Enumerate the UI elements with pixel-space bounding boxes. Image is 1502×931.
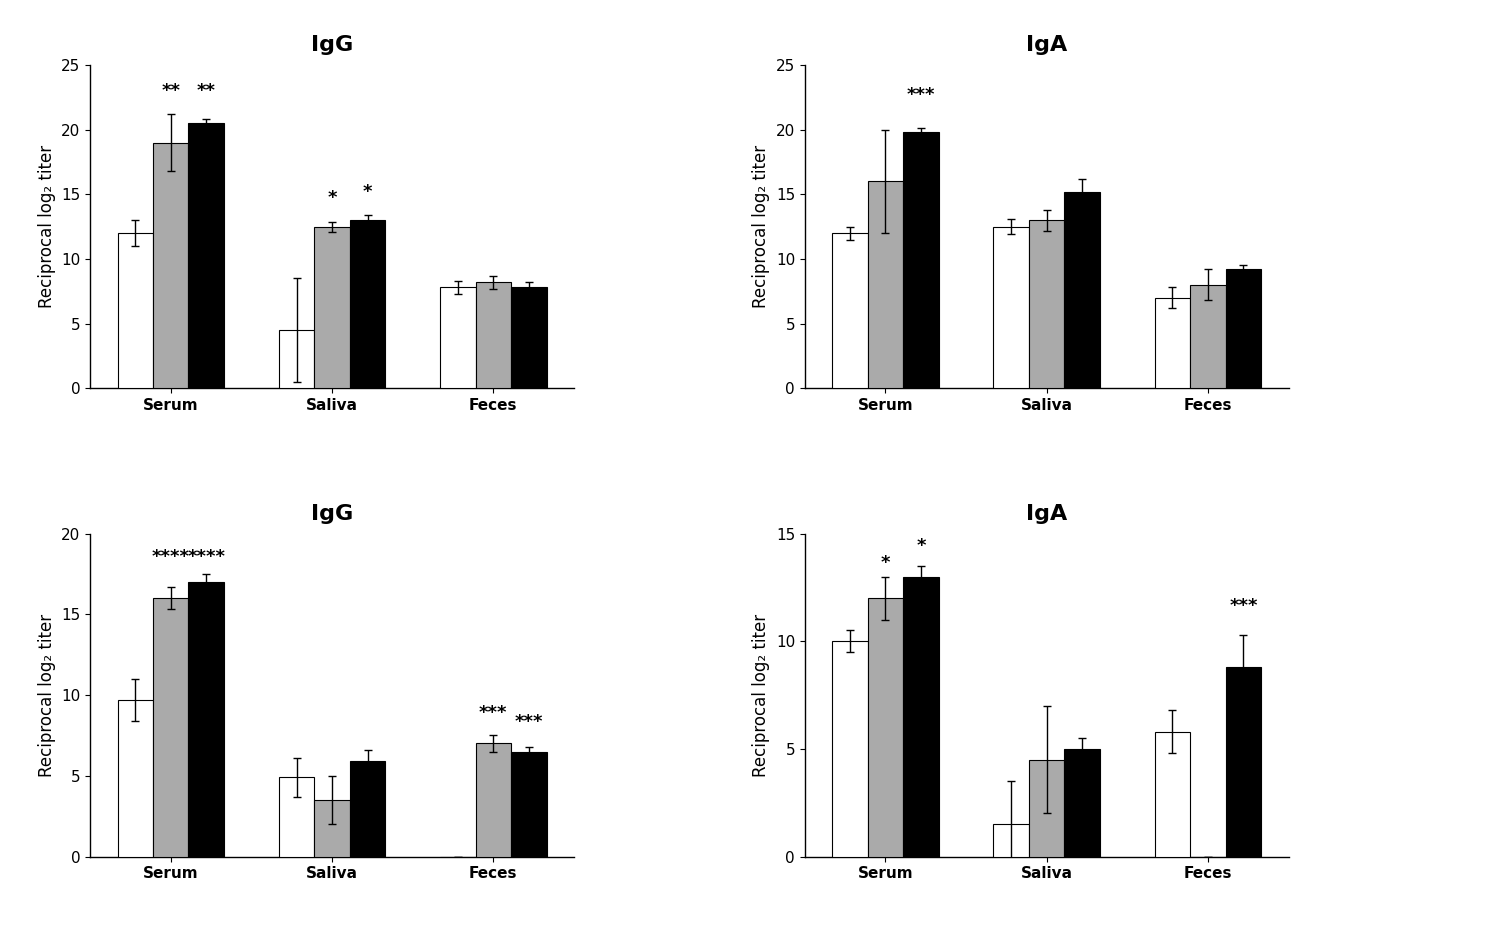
Bar <box>350 221 385 388</box>
Bar <box>832 641 868 857</box>
Title: IgA: IgA <box>1026 504 1068 523</box>
Bar <box>903 132 939 388</box>
Legend: TEMS, F4, F4 TEMS: TEMS, F4, F4 TEMS <box>614 176 745 277</box>
Bar <box>1065 749 1099 857</box>
Bar <box>1226 269 1262 388</box>
Y-axis label: Reciprocal log₂ titer: Reciprocal log₂ titer <box>753 614 771 776</box>
Bar <box>993 226 1029 388</box>
Legend: TEMS, F4, F4 TEMS: TEMS, F4, F4 TEMS <box>1329 176 1460 277</box>
Bar <box>1155 732 1190 857</box>
Title: IgG: IgG <box>311 504 353 523</box>
Bar <box>868 182 903 388</box>
Bar <box>476 744 511 857</box>
Bar <box>832 233 868 388</box>
Bar <box>188 582 224 857</box>
Text: *: * <box>916 537 925 555</box>
Bar <box>350 762 385 857</box>
Y-axis label: Reciprocal log₂ titer: Reciprocal log₂ titer <box>753 145 771 308</box>
Bar <box>279 330 314 388</box>
Legend: TEMS, F18, F18 TEMS: TEMS, F18, F18 TEMS <box>1329 644 1470 746</box>
Bar <box>1029 760 1065 857</box>
Y-axis label: Reciprocal log₂ titer: Reciprocal log₂ titer <box>38 614 56 776</box>
Bar <box>1155 298 1190 388</box>
Text: ****: **** <box>152 547 189 566</box>
Bar <box>1190 285 1226 388</box>
Text: ****: **** <box>188 547 225 566</box>
Bar <box>117 700 153 857</box>
Text: ***: *** <box>479 705 508 722</box>
Bar <box>1065 192 1099 388</box>
Text: ***: *** <box>515 712 544 731</box>
Bar <box>314 800 350 857</box>
Text: *: * <box>880 554 891 573</box>
Bar <box>153 598 188 857</box>
Text: ***: *** <box>1229 598 1257 615</box>
Bar <box>476 282 511 388</box>
Title: IgA: IgA <box>1026 35 1068 55</box>
Bar <box>511 751 547 857</box>
Text: ***: *** <box>907 86 936 104</box>
Bar <box>314 226 350 388</box>
Bar <box>511 288 547 388</box>
Text: **: ** <box>161 82 180 100</box>
Bar <box>1226 667 1262 857</box>
Bar <box>279 777 314 857</box>
Bar <box>188 123 224 388</box>
Bar <box>153 142 188 388</box>
Legend: TEMS, F18, F18 TEMS: TEMS, F18, F18 TEMS <box>614 644 756 746</box>
Bar <box>440 288 476 388</box>
Y-axis label: Reciprocal log₂ titer: Reciprocal log₂ titer <box>38 145 56 308</box>
Text: **: ** <box>197 82 216 100</box>
Text: *: * <box>363 182 372 201</box>
Bar <box>868 598 903 857</box>
Bar <box>117 233 153 388</box>
Title: IgG: IgG <box>311 35 353 55</box>
Bar <box>1029 221 1065 388</box>
Bar <box>903 576 939 857</box>
Bar <box>993 824 1029 857</box>
Text: *: * <box>327 189 336 208</box>
